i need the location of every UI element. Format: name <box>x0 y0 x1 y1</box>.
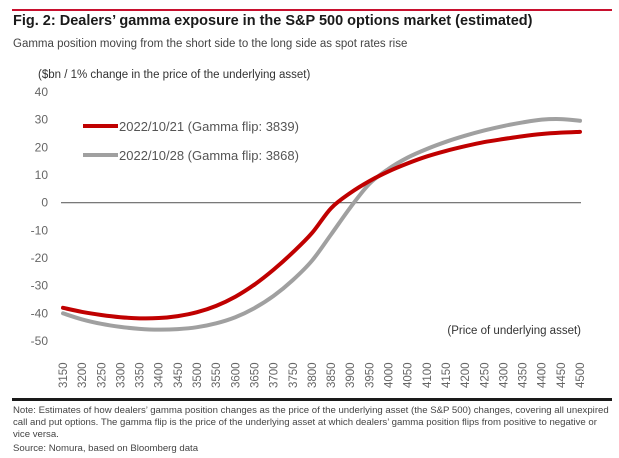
figure-source: Source: Nomura, based on Bloomberg data <box>13 443 199 454</box>
x-tick-label: 3400 <box>154 362 166 388</box>
y-tick-label: -10 <box>31 223 49 237</box>
bottom-rule <box>12 398 612 401</box>
series-line-1 <box>61 129 582 321</box>
figure-subtitle: Gamma position moving from the short sid… <box>13 38 408 50</box>
y-tick-label: 0 <box>41 196 48 210</box>
y-tick-label: 20 <box>35 140 49 154</box>
top-rule <box>12 9 612 11</box>
x-tick-label: 3650 <box>249 362 261 388</box>
x-tick-label: 4050 <box>403 362 415 388</box>
y-tick-label: 30 <box>35 113 49 127</box>
x-tick-label: 3550 <box>211 362 223 388</box>
x-tick-label: 3750 <box>288 362 300 388</box>
x-tick-label: 3150 <box>58 362 70 388</box>
legend-label-series-1: 2022/10/21 (Gamma flip: 3839) <box>119 119 299 134</box>
y-tick-label: 10 <box>35 168 49 182</box>
x-tick-label: 4500 <box>575 362 587 388</box>
x-tick-label: 3800 <box>307 362 319 388</box>
x-axis-title: (Price of underlying asset) <box>447 325 581 337</box>
x-tick-label: 4200 <box>460 362 472 388</box>
x-tick-label: 4100 <box>422 362 434 388</box>
x-tick-label: 3700 <box>269 362 281 388</box>
x-tick-label: 3900 <box>345 362 357 388</box>
x-tick-label: 4150 <box>441 362 453 388</box>
y-tick-label: 40 <box>35 85 49 99</box>
x-tick-label: 4250 <box>479 362 491 388</box>
y-axis-ticks: 40 30 20 10 0 -10 -20 -30 -40 -50 <box>31 85 49 348</box>
series-line-2 <box>61 117 582 332</box>
x-tick-label: 3600 <box>230 362 242 388</box>
y-tick-label: -50 <box>31 334 49 348</box>
x-tick-label: 4350 <box>518 362 530 388</box>
figure-note: Note: Estimates of how dealers’ gamma po… <box>13 405 609 441</box>
x-tick-label: 3950 <box>364 362 376 388</box>
figure-title: Fig. 2: Dealers’ gamma exposure in the S… <box>13 13 533 29</box>
legend-label-series-2: 2022/10/28 (Gamma flip: 3868) <box>119 148 299 163</box>
x-tick-label: 4450 <box>556 362 568 388</box>
x-tick-label: 4400 <box>537 362 549 388</box>
legend: 2022/10/21 (Gamma flip: 3839) 2022/10/28… <box>83 119 299 163</box>
x-tick-label: 4000 <box>384 362 396 388</box>
x-axis-ticks: 3150 3200 3250 3300 3350 3400 3450 3500 3550 3600… <box>58 362 587 388</box>
y-tick-label: -30 <box>31 279 49 293</box>
series-lines <box>61 117 582 332</box>
x-tick-label: 3450 <box>173 362 185 388</box>
x-tick-label: 3250 <box>96 362 108 388</box>
y-tick-label: -40 <box>31 306 49 320</box>
x-tick-label: 3500 <box>192 362 204 388</box>
y-axis-title: ($bn / 1% change in the price of the und… <box>38 69 311 81</box>
x-tick-label: 4300 <box>498 362 510 388</box>
x-tick-label: 3200 <box>77 362 89 388</box>
x-tick-label: 3350 <box>135 362 147 388</box>
gamma-exposure-chart: ($bn / 1% change in the price of the und… <box>31 69 587 388</box>
x-tick-label: 3850 <box>326 362 338 388</box>
y-tick-label: -20 <box>31 251 49 265</box>
x-tick-label: 3300 <box>115 362 127 388</box>
